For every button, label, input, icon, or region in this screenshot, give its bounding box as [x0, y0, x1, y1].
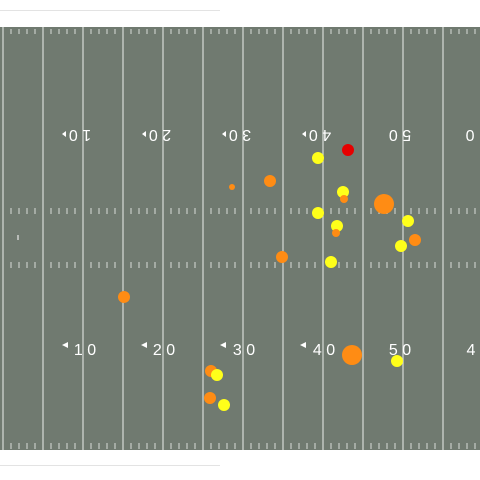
player-marker-orange[interactable] — [204, 392, 216, 404]
yard-number-top-50: 5 0 — [389, 126, 411, 143]
yard-number-bottom-20: 2 0 — [153, 342, 175, 359]
yard-lines — [2, 27, 444, 450]
player-marker-yellow[interactable] — [331, 220, 343, 232]
player-marker-orange[interactable] — [409, 234, 421, 246]
player-marker-yellow[interactable] — [312, 152, 324, 164]
yard-number-top-edge: 0 — [465, 126, 474, 143]
player-marker-yellow[interactable] — [402, 215, 414, 227]
player-marker-orange[interactable] — [340, 195, 348, 203]
player-marker-orange[interactable] — [374, 194, 394, 214]
bottom-direction-arrows — [62, 342, 306, 348]
player-marker-orange[interactable] — [342, 345, 362, 365]
yard-number-bottom-10: 1 0 — [74, 342, 96, 359]
player-marker-orange[interactable] — [332, 229, 340, 237]
player-marker-yellow[interactable] — [312, 207, 324, 219]
bottom-divider — [0, 465, 220, 466]
yard-number-top-30: 3 0 — [229, 126, 251, 143]
player-marker-yellow[interactable] — [211, 369, 223, 381]
football-field[interactable]: 1 0 2 0 3 0 4 0 5 0 0 1 0 2 0 3 0 4 0 5 … — [0, 27, 480, 450]
player-marker-yellow[interactable] — [395, 240, 407, 252]
field-canvas: 1 0 2 0 3 0 4 0 5 0 0 1 0 2 0 3 0 4 0 5 … — [0, 27, 480, 450]
player-marker-orange[interactable] — [118, 291, 130, 303]
top-divider — [0, 10, 220, 11]
hash-marks — [2, 29, 476, 449]
players-layer — [118, 144, 421, 411]
yard-number-top-10: 1 0 — [69, 126, 91, 143]
player-marker-red[interactable] — [342, 144, 354, 156]
player-marker-orange[interactable] — [229, 184, 235, 190]
top-direction-arrows — [62, 131, 306, 137]
player-marker-yellow[interactable] — [218, 399, 230, 411]
yard-number-bottom-30: 3 0 — [233, 342, 255, 359]
player-marker-yellow[interactable] — [325, 256, 337, 268]
field-turf — [0, 27, 480, 450]
yard-number-bottom-40: 4 0 — [313, 342, 335, 359]
yard-number-top-40: 4 0 — [309, 126, 331, 143]
yard-number-bottom-edge: 4 — [467, 342, 476, 359]
player-marker-yellow[interactable] — [337, 186, 349, 198]
yard-number-top-20: 2 0 — [149, 126, 171, 143]
yard-number-bottom-50: 5 0 — [389, 342, 411, 359]
player-marker-yellow[interactable] — [391, 355, 403, 367]
player-marker-orange[interactable] — [276, 251, 288, 263]
player-marker-orange[interactable] — [264, 175, 276, 187]
